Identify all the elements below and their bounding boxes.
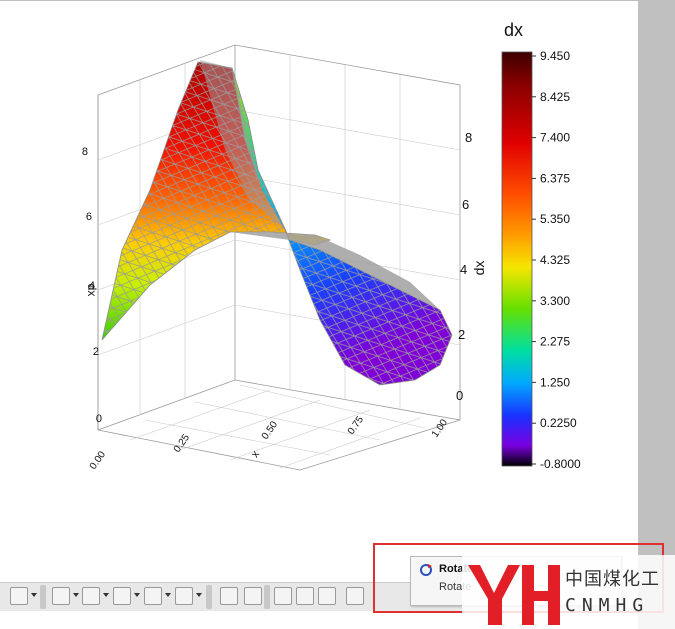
chevron-down-icon[interactable] xyxy=(134,593,140,597)
colorbar-tick-label: 2.275 xyxy=(540,335,570,349)
x-tick-label: 1.00 xyxy=(430,417,450,440)
x-tick-label: 0.25 xyxy=(172,432,192,455)
right-tick-label: 2 xyxy=(458,327,465,342)
grid-button[interactable] xyxy=(113,587,131,605)
colorbar-tick-label: 3.300 xyxy=(540,294,570,308)
cube-button[interactable] xyxy=(10,587,28,605)
left-tick-label: 0 xyxy=(96,413,102,425)
right-axis: 8 6 4 2 0 dx xyxy=(456,130,487,403)
colorbar-title: dx xyxy=(504,20,523,40)
rotate-right-button[interactable] xyxy=(244,587,262,605)
left-axis-title: dx xyxy=(85,284,99,297)
watermark-logo: 中国煤化工 CNMHG xyxy=(462,555,675,629)
watermark-cn: 中国煤化工 xyxy=(565,569,660,590)
bottom-axis: 0.00 0.25 0.50 0.75 1.00 x xyxy=(88,414,450,472)
right-tick-label: 4 xyxy=(460,262,467,277)
points-button[interactable] xyxy=(346,587,364,605)
prism-button[interactable] xyxy=(52,587,70,605)
rotate-left-button[interactable] xyxy=(220,587,238,605)
chevron-down-icon[interactable] xyxy=(103,593,109,597)
chevron-down-icon[interactable] xyxy=(165,593,171,597)
toolbar-separator xyxy=(264,585,270,609)
right-tick-label: 8 xyxy=(465,130,472,145)
colorbar-tick-label: 7.400 xyxy=(540,131,570,145)
colorbar-tick-label: 0.2250 xyxy=(540,416,577,430)
chevron-down-icon[interactable] xyxy=(73,593,79,597)
watermark-en: CNMHG xyxy=(565,595,650,616)
mesh-button[interactable] xyxy=(144,587,162,605)
rotate-icon xyxy=(420,564,432,576)
colorbar-tick-label: 6.375 xyxy=(540,171,570,185)
toolbar-separator xyxy=(206,585,212,609)
chevron-down-icon[interactable] xyxy=(196,593,202,597)
colorbar-tick-label: 9.450 xyxy=(540,49,570,63)
right-tick-label: 6 xyxy=(462,197,469,212)
colorbar-tick-label: -0.8000 xyxy=(540,457,581,471)
resize-button[interactable] xyxy=(318,587,336,605)
move-button[interactable] xyxy=(296,587,314,605)
left-axis: 8 6 4 2 0 dx xyxy=(82,146,102,425)
left-tick-label: 2 xyxy=(93,346,99,358)
colorbar: dx 9.450 8.425 7.400 6.375 5.350 4.325 3.300 2.… xyxy=(501,20,581,471)
colorbar-tick-label: 1.250 xyxy=(540,375,570,389)
x-axis-title: x xyxy=(249,448,262,460)
surface-plot[interactable]: 8 6 4 2 0 dx 8 6 4 2 0 dx 0.00 0.25 0.50… xyxy=(0,0,638,580)
colorbar-tick-label: 5.350 xyxy=(540,212,570,226)
colorbar-ramp xyxy=(501,51,533,467)
left-tick-label: 6 xyxy=(86,211,92,223)
window-gutter xyxy=(638,0,675,629)
left-tick-label: 8 xyxy=(82,146,88,158)
reset-view-button[interactable] xyxy=(274,587,292,605)
chevron-down-icon[interactable] xyxy=(31,593,37,597)
toolbar-separator xyxy=(40,585,46,609)
frame-button[interactable] xyxy=(175,587,193,605)
x-tick-label: 0.50 xyxy=(260,419,280,442)
right-tick-label: 0 xyxy=(456,388,463,403)
box-button[interactable] xyxy=(82,587,100,605)
x-tick-label: 0.00 xyxy=(88,449,108,472)
left-tick-label: 4 xyxy=(89,280,95,292)
colorbar-tick-label: 4.325 xyxy=(540,253,570,267)
colorbar-tick-label: 8.425 xyxy=(540,90,570,104)
mh-logo-mark xyxy=(468,565,560,625)
right-axis-title: dx xyxy=(471,261,487,276)
surface-mesh xyxy=(101,60,453,386)
